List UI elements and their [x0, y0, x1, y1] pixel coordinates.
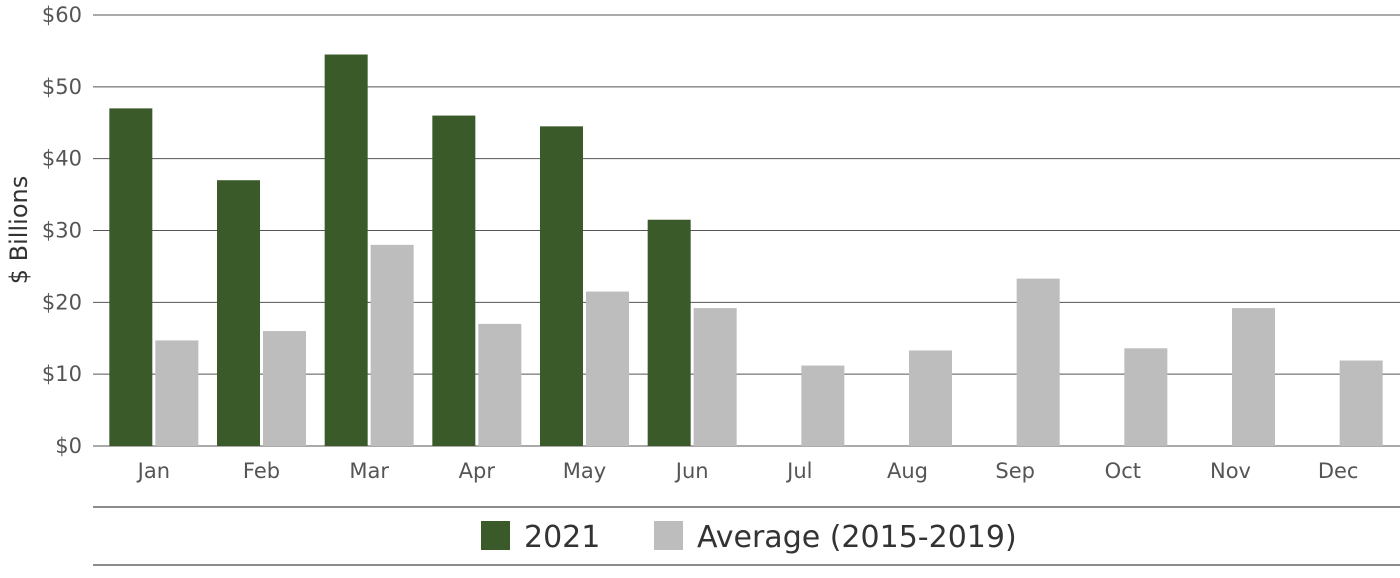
x-tick-label: Apr: [459, 459, 496, 483]
legend-swatch: [654, 521, 683, 550]
y-tick-label: $0: [55, 434, 82, 458]
x-tick-label: Sep: [995, 459, 1035, 483]
legend-swatch: [481, 521, 510, 550]
y-tick-label: $10: [42, 362, 82, 386]
x-tick-label: Jan: [136, 459, 170, 483]
bar-2021-jan: [109, 108, 153, 446]
legend-label: Average (2015-2019): [697, 520, 1017, 555]
gridlines: [93, 14, 1400, 447]
bar-average-jun: [693, 308, 737, 446]
legend-label: 2021: [524, 520, 600, 555]
bar-average-apr: [478, 323, 522, 446]
x-tick-label: Mar: [349, 459, 389, 483]
x-tick-label: Nov: [1210, 459, 1251, 483]
bar-average-jul: [801, 365, 845, 446]
bar-2021-jun: [647, 219, 691, 446]
y-tick-label: $30: [42, 219, 82, 243]
legend: 2021 Average (2015-2019): [481, 520, 1017, 555]
bar-average-oct: [1124, 348, 1168, 446]
x-tick-label: Jul: [785, 459, 812, 483]
x-tick-label: May: [563, 459, 606, 483]
bar-average-jan: [155, 340, 199, 446]
bar-average-nov: [1232, 308, 1275, 446]
bar-average-aug: [909, 350, 952, 446]
y-tick-label: $20: [42, 290, 82, 314]
bar-average-mar: [370, 244, 414, 446]
x-tick-label: Feb: [243, 459, 280, 483]
bar-2021-mar: [324, 54, 368, 447]
x-tick-label: Jun: [674, 459, 709, 483]
x-tick-label: Aug: [887, 459, 928, 483]
x-axis-ticks: Jan Feb Mar Apr May Jun Jul Aug Sep Oct Nov Dec: [136, 459, 1359, 483]
bars: [109, 54, 1383, 447]
x-tick-label: Dec: [1318, 459, 1359, 483]
bar-average-dec: [1339, 360, 1383, 446]
bar-average-may: [586, 291, 629, 446]
y-tick-label: $60: [42, 3, 82, 27]
y-axis-title: $ Billions: [5, 176, 33, 284]
bar-average-feb: [263, 331, 306, 446]
x-tick-label: Oct: [1105, 459, 1141, 483]
y-tick-label: $50: [42, 75, 82, 99]
bar-2021-feb: [217, 180, 260, 446]
bar-2021-apr: [432, 115, 476, 447]
bar-average-sep: [1016, 278, 1060, 446]
y-tick-label: $40: [42, 147, 82, 171]
y-axis-ticks: $0 $10 $20 $30 $40 $50 $60: [42, 3, 82, 458]
bar-2021-may: [540, 126, 583, 446]
